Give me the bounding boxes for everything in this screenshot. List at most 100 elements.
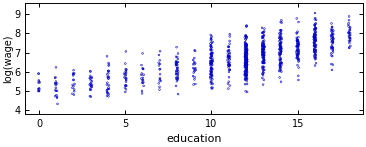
Point [244,52,250,54]
Point [329,44,335,46]
Point [243,35,249,38]
Point [243,58,249,60]
Point [209,72,214,75]
Point [209,68,214,70]
Point [106,93,112,95]
Point [244,66,250,69]
Point [244,61,250,63]
Point [242,73,248,76]
Point [157,63,163,65]
Point [329,55,335,57]
Point [208,70,213,72]
Point [244,55,250,57]
Point [295,39,301,41]
Point [242,66,248,69]
Point [243,56,249,58]
Point [277,63,283,66]
Point [225,50,231,52]
Point [295,64,300,66]
Point [277,70,283,72]
Point [261,35,266,37]
Point [295,45,301,47]
Point [260,48,266,50]
Point [209,60,214,62]
Point [311,34,317,37]
Point [208,44,214,46]
Point [276,40,282,42]
Point [277,66,283,68]
Point [87,75,93,77]
Point [260,36,266,38]
Point [278,58,284,60]
Point [312,28,318,31]
Point [278,57,284,60]
Point [175,70,181,73]
Point [243,45,249,47]
Point [244,60,250,63]
Point [243,44,249,46]
Point [208,70,214,73]
Point [208,62,214,64]
Point [209,82,215,85]
Point [208,62,213,65]
Point [347,29,352,31]
Point [244,91,250,93]
Point [141,74,147,76]
Point [36,72,41,75]
Point [53,66,59,69]
Point [140,52,146,55]
Point [346,25,352,28]
Point [261,45,267,48]
Point [140,68,146,70]
Point [313,39,319,41]
Point [259,77,265,79]
Point [157,77,163,80]
Point [277,35,283,37]
Point [106,64,112,67]
Point [243,78,249,81]
Point [173,60,179,62]
Point [277,32,283,35]
Point [330,46,336,49]
Point [242,75,248,77]
Point [243,25,249,28]
Point [261,61,266,64]
Point [104,95,110,97]
Point [295,50,301,52]
Point [190,75,196,77]
Point [330,33,336,36]
Point [243,75,249,77]
Point [259,45,265,47]
Point [243,54,249,56]
Point [260,35,266,38]
Point [295,44,301,46]
Point [242,73,248,75]
Point [173,73,179,75]
Point [329,69,335,71]
Point [311,33,317,36]
Point [209,75,215,77]
Point [347,34,353,36]
Point [105,88,111,90]
Point [208,34,214,36]
Point [244,71,250,73]
Point [243,58,249,60]
Point [279,29,284,31]
Point [36,90,42,92]
Point [243,48,249,50]
Point [71,69,76,71]
Point [313,22,319,25]
Point [243,57,249,59]
Point [261,39,267,42]
Point [276,51,282,54]
Point [208,38,214,40]
Point [208,80,214,82]
Point [140,77,146,79]
Point [89,84,95,86]
Point [70,73,76,75]
Point [156,54,162,56]
Point [330,30,336,32]
Point [279,19,284,21]
Point [312,25,318,27]
Point [192,50,198,52]
